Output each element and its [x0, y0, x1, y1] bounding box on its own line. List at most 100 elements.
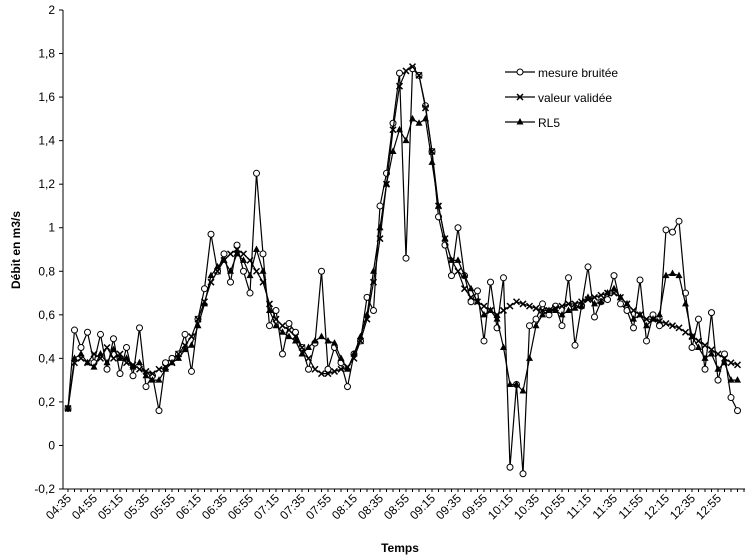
- x-tick-label: 10:55: [537, 491, 568, 522]
- data-point: [668, 322, 677, 330]
- data-point: [480, 337, 488, 345]
- data-point: [708, 309, 715, 317]
- series-line: [67, 67, 739, 474]
- data-point: [714, 350, 722, 358]
- data-point: [233, 241, 241, 249]
- data-point: [428, 158, 436, 165]
- y-tick-label: 2: [48, 3, 55, 17]
- data-point: [181, 345, 189, 353]
- data-point: [610, 272, 618, 280]
- data-point: [727, 359, 735, 367]
- data-point: [655, 317, 664, 325]
- data-point: [630, 315, 637, 322]
- data-point: [656, 322, 663, 330]
- x-tick-label: 12:35: [667, 491, 698, 522]
- data-point: [285, 320, 293, 328]
- data-point: [324, 370, 332, 378]
- data-point: [512, 298, 521, 306]
- data-point: [233, 245, 241, 254]
- data-point: [721, 350, 728, 358]
- x-tick-label: 05:55: [147, 491, 178, 522]
- data-point: [669, 228, 676, 236]
- data-point: [298, 350, 306, 357]
- data-point: [435, 201, 442, 209]
- data-point: [525, 302, 534, 310]
- x-tick-label: 11:35: [590, 491, 621, 522]
- data-point: [604, 289, 611, 296]
- data-point: [415, 71, 423, 79]
- data-point: [337, 365, 345, 373]
- data-point: [253, 169, 260, 177]
- data-point: [636, 276, 644, 284]
- data-point: [136, 324, 143, 332]
- data-point: [441, 234, 449, 242]
- data-point: [376, 223, 384, 231]
- data-point: [409, 114, 416, 122]
- data-point: [662, 319, 670, 328]
- y-tick-label: 1: [48, 221, 55, 235]
- x-tick-label: 07:55: [303, 491, 334, 522]
- data-point: [311, 336, 319, 344]
- data-point: [454, 224, 462, 232]
- data-point: [246, 289, 254, 297]
- x-tick-label: 12:55: [693, 491, 724, 522]
- data-point: [467, 298, 475, 306]
- data-point: [727, 376, 735, 383]
- data-point: [389, 119, 397, 127]
- data-point: [304, 354, 313, 362]
- data-point: [226, 250, 235, 258]
- data-point: [311, 365, 319, 373]
- data-point: [532, 304, 540, 312]
- data-point: [259, 267, 267, 274]
- data-point: [474, 297, 481, 305]
- data-point: [675, 217, 683, 225]
- data-point: [519, 387, 527, 394]
- data-point: [370, 267, 377, 274]
- data-point: [357, 332, 364, 340]
- data-point: [402, 67, 410, 75]
- data-point: [266, 322, 273, 330]
- data-point: [142, 367, 150, 375]
- data-point: [571, 300, 579, 308]
- data-point: [77, 343, 85, 351]
- data-point: [136, 358, 143, 366]
- data-point: [227, 278, 234, 286]
- data-point: [688, 343, 696, 351]
- x-tick-label: 06:55: [225, 491, 256, 522]
- data-point: [571, 304, 579, 311]
- x-tick-label: 05:35: [121, 491, 152, 522]
- x-tick-label: 08:35: [355, 491, 386, 522]
- data-point: [480, 302, 488, 310]
- x-tick-label: 11:15: [564, 491, 595, 522]
- data-point: [240, 256, 247, 263]
- data-point: [214, 262, 221, 270]
- data-point: [240, 267, 247, 275]
- y-tick-label: 0,6: [38, 308, 55, 322]
- data-point: [389, 147, 397, 155]
- data-point: [727, 394, 735, 402]
- data-point: [155, 365, 163, 373]
- data-point: [487, 306, 494, 313]
- data-point: [402, 136, 410, 144]
- data-point: [519, 470, 527, 478]
- data-point: [532, 321, 540, 329]
- data-point: [292, 336, 299, 344]
- data-point: [590, 293, 599, 301]
- legend-marker: [516, 118, 524, 125]
- data-point: [688, 332, 696, 340]
- data-point: [123, 343, 130, 351]
- data-point: [330, 367, 339, 375]
- legend-label: RL5: [538, 116, 560, 130]
- data-point: [571, 341, 579, 349]
- data-point: [272, 321, 280, 329]
- data-point: [317, 370, 326, 378]
- data-point: [545, 306, 553, 313]
- data-point: [636, 310, 644, 318]
- data-point: [500, 274, 507, 282]
- data-point: [344, 365, 351, 372]
- data-point: [617, 293, 624, 300]
- data-point: [292, 328, 299, 336]
- data-point: [142, 371, 150, 379]
- y-tick-label: 0,8: [38, 264, 55, 278]
- data-point: [695, 315, 702, 323]
